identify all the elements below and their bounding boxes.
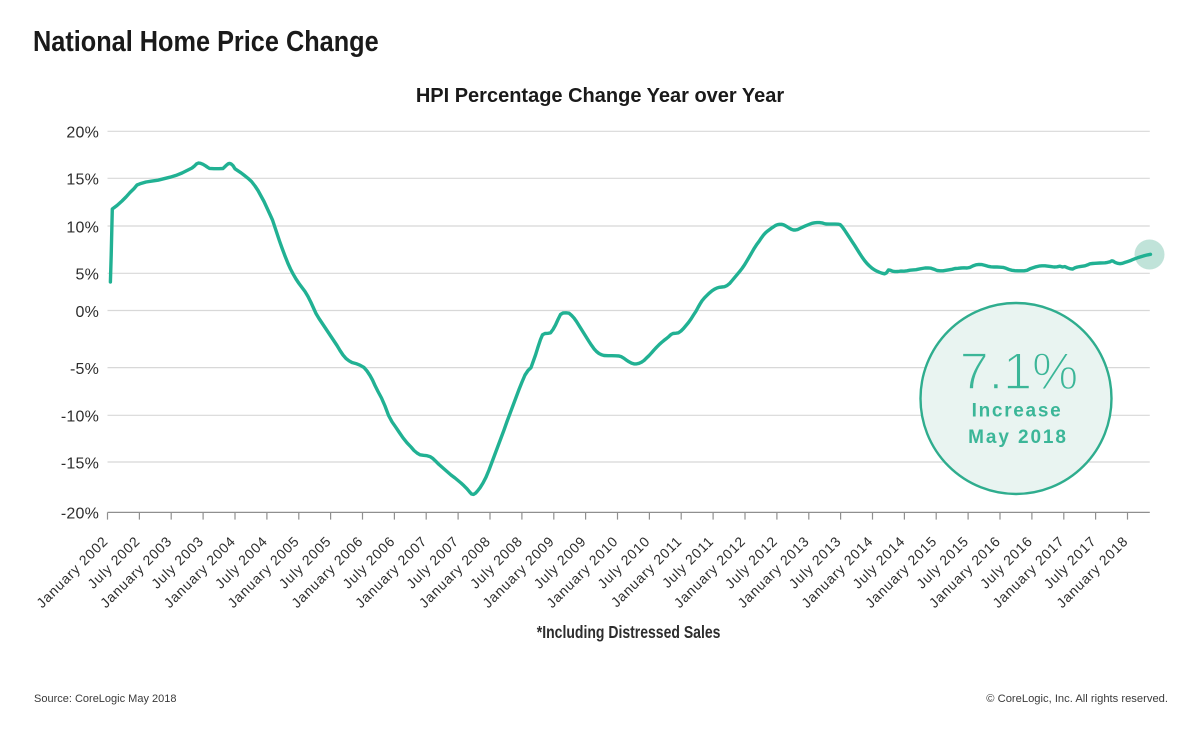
svg-text:Increase: Increase — [972, 401, 1063, 422]
svg-text:May 2018: May 2018 — [968, 427, 1068, 448]
svg-text:0%: 0% — [75, 304, 99, 321]
svg-text:-15%: -15% — [61, 455, 99, 472]
svg-text:15%: 15% — [66, 172, 99, 189]
svg-text:-20%: -20% — [61, 506, 99, 523]
svg-text:20%: 20% — [66, 125, 99, 142]
svg-text:7.1%: 7.1% — [960, 343, 1079, 401]
svg-text:-10%: -10% — [61, 409, 99, 426]
svg-text:5%: 5% — [75, 267, 99, 284]
svg-text:-5%: -5% — [70, 361, 99, 378]
svg-text:10%: 10% — [66, 219, 99, 236]
